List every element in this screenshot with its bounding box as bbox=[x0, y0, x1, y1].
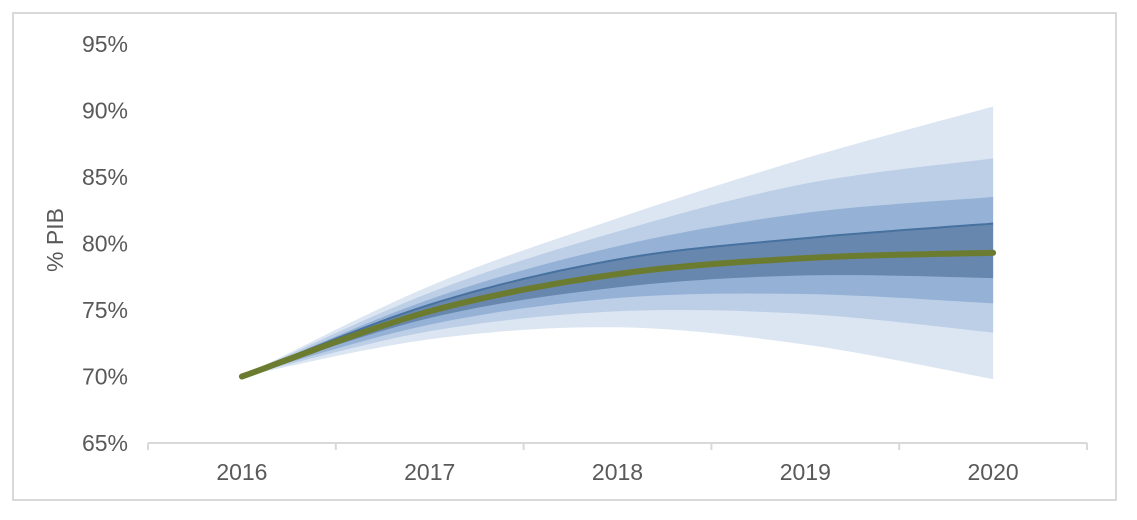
x-axis-labels: 2016 2017 2018 2019 2020 bbox=[216, 459, 1018, 485]
y-axis-tick-label: 85% bbox=[82, 164, 128, 190]
inner-band-top-edge-line bbox=[241, 222, 994, 378]
y-axis-tick-label: 65% bbox=[82, 430, 128, 456]
x-axis bbox=[147, 442, 1088, 450]
inner-band-top-edge bbox=[241, 222, 994, 378]
x-axis-tick-label: 2017 bbox=[404, 459, 455, 485]
x-axis-tick-label: 2020 bbox=[968, 459, 1019, 485]
y-axis-tick-label: 95% bbox=[82, 31, 128, 57]
y-axis-tick-label: 80% bbox=[82, 231, 128, 257]
y-axis-title: % PIB bbox=[42, 208, 68, 272]
y-axis-tick-label: 90% bbox=[82, 98, 128, 124]
x-axis-tick-label: 2018 bbox=[592, 459, 643, 485]
central-projection-line-path bbox=[238, 249, 997, 380]
y-axis-tick-label: 70% bbox=[82, 364, 128, 390]
central-projection-line bbox=[238, 249, 997, 380]
x-axis-tick-label: 2016 bbox=[216, 459, 267, 485]
x-axis-tick-label: 2019 bbox=[780, 459, 831, 485]
y-axis-tick-label: 75% bbox=[82, 297, 128, 323]
confidence-band-inner bbox=[241, 223, 994, 377]
y-axis-labels: 95% 90% 85% 80% 75% 70% 65% bbox=[82, 31, 128, 456]
